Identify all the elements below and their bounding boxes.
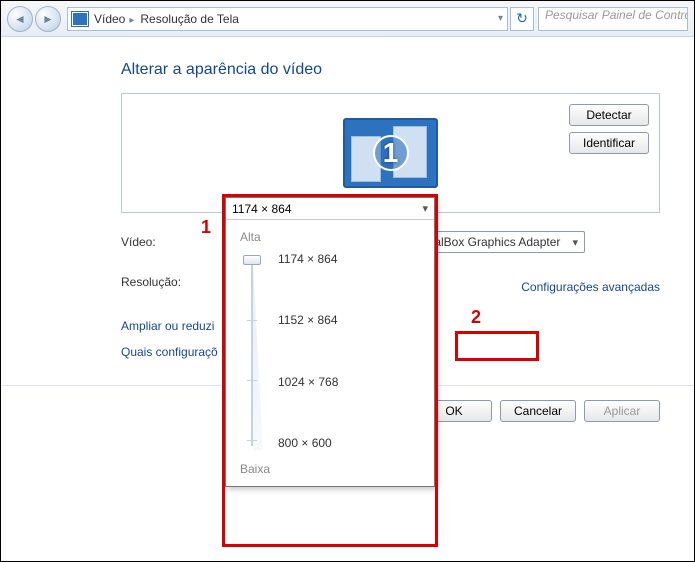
slider-high-label: Alta <box>240 230 420 244</box>
display-icon <box>72 12 88 26</box>
annotation-label-2: 2 <box>471 307 481 328</box>
detect-button[interactable]: Detectar <box>569 104 649 126</box>
resolution-slider[interactable] <box>244 246 260 456</box>
slider-low-label: Baixa <box>240 462 420 476</box>
breadcrumb[interactable]: Vídeo Resolução de Tela ▾ <box>67 7 508 31</box>
breadcrumb-item[interactable]: Vídeo <box>94 12 125 26</box>
monitor-number: 1 <box>373 135 409 171</box>
monitor-preview-panel: 1 Detectar Identificar <box>121 93 660 213</box>
resolution-popup-header[interactable]: 1174 × 864 ▾ <box>226 198 434 220</box>
resolution-label: Resolução: <box>121 275 225 289</box>
annotation-label-1: 1 <box>201 217 211 238</box>
monitor-thumbnail[interactable]: 1 <box>343 118 438 188</box>
cancel-button[interactable]: Cancelar <box>500 400 576 422</box>
breadcrumb-item[interactable]: Resolução de Tela <box>140 12 239 26</box>
resolution-option[interactable]: 1024 × 768 <box>278 375 338 389</box>
apply-button[interactable]: Aplicar <box>584 400 660 422</box>
refresh-button[interactable]: ↻ <box>510 7 534 31</box>
page-title: Alterar a aparência do vídeo <box>121 61 660 79</box>
resolution-popup: 1174 × 864 ▾ Alta 1174 × 864 1152 × 864 … <box>225 197 435 487</box>
resolution-option[interactable]: 800 × 600 <box>278 436 338 450</box>
chevron-down-icon: ▾ <box>422 202 428 215</box>
identify-button[interactable]: Identificar <box>569 132 649 154</box>
resolution-popup-value: 1174 × 864 <box>232 202 292 216</box>
address-bar: ◄ ► Vídeo Resolução de Tela ▾ ↻ Pesquisa… <box>1 1 694 37</box>
nav-forward-button[interactable]: ► <box>35 6 61 32</box>
resolution-option[interactable]: 1174 × 864 <box>278 252 338 266</box>
search-input[interactable]: Pesquisar Painel de Contro <box>538 7 688 31</box>
resolution-options: 1174 × 864 1152 × 864 1024 × 768 800 × 6… <box>278 246 338 456</box>
slider-thumb[interactable] <box>243 255 261 265</box>
advanced-settings-link[interactable]: Configurações avançadas <box>521 280 660 294</box>
resolution-option[interactable]: 1152 × 864 <box>278 313 338 327</box>
chevron-down-icon[interactable]: ▾ <box>498 13 503 24</box>
nav-back-button[interactable]: ◄ <box>7 6 33 32</box>
